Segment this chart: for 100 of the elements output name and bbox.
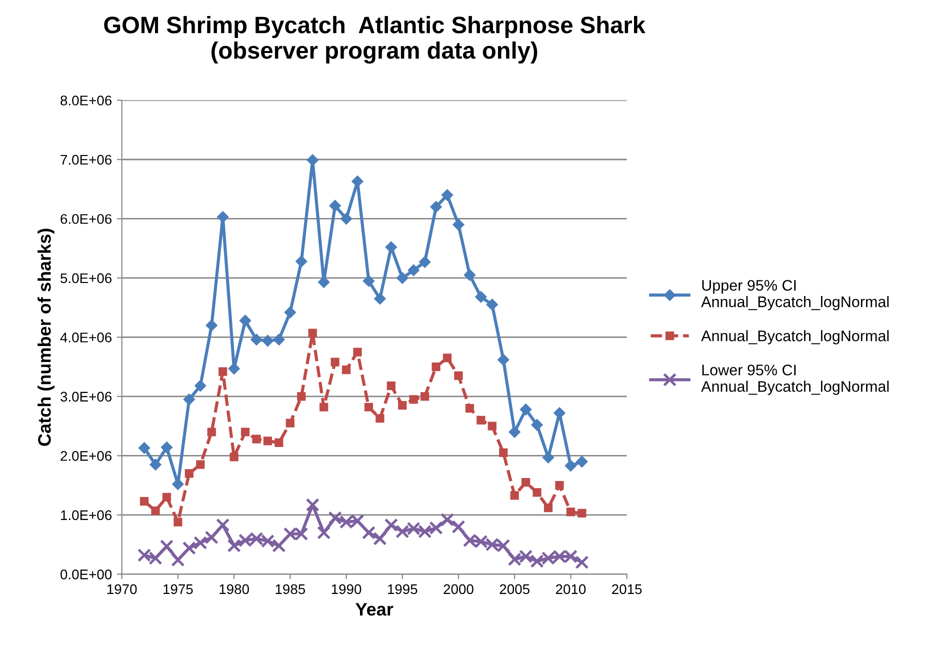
point bbox=[376, 414, 384, 423]
point bbox=[262, 335, 274, 347]
point bbox=[252, 434, 261, 444]
point bbox=[555, 481, 564, 490]
y-tick-label: 4.0E+06 bbox=[60, 332, 112, 342]
legend-label: Upper 95% CI Annual_Bycatch_logNormal bbox=[701, 280, 889, 310]
point bbox=[171, 553, 185, 567]
point bbox=[452, 218, 464, 230]
point bbox=[374, 292, 386, 304]
x-tick-label: 1975 bbox=[164, 584, 193, 594]
point bbox=[340, 212, 352, 224]
point bbox=[306, 498, 320, 512]
chart-title: GOM Shrimp Bycatch Atlantic Sharpnose Shark (observer program data only) bbox=[104, 16, 646, 64]
point bbox=[576, 456, 588, 468]
point bbox=[263, 436, 272, 446]
point bbox=[216, 518, 230, 532]
point bbox=[398, 401, 407, 410]
x-tick-label: 1985 bbox=[276, 584, 306, 594]
point bbox=[520, 404, 532, 416]
point bbox=[274, 438, 284, 447]
point bbox=[194, 380, 206, 392]
point bbox=[228, 362, 240, 374]
point bbox=[204, 530, 218, 544]
point bbox=[308, 328, 317, 338]
point bbox=[230, 452, 238, 462]
y-tick-label: 3.0E+06 bbox=[60, 392, 112, 402]
y-tick-label: 5.0E+06 bbox=[60, 273, 112, 284]
point bbox=[182, 541, 196, 555]
point bbox=[542, 452, 554, 464]
point bbox=[452, 520, 466, 534]
x-tick-label: 1990 bbox=[332, 584, 362, 594]
point bbox=[320, 402, 328, 412]
x-tick-label: 1970 bbox=[107, 584, 137, 594]
point bbox=[386, 381, 396, 390]
point bbox=[362, 275, 374, 287]
point bbox=[162, 492, 172, 502]
point bbox=[151, 506, 160, 516]
point bbox=[454, 371, 463, 380]
point bbox=[488, 422, 496, 430]
point bbox=[284, 306, 296, 318]
point bbox=[250, 334, 262, 346]
legend-label: Lower 95% CI Annual_Bycatch_logNormal bbox=[701, 364, 889, 395]
legend-label: Annual_Bycatch_logNormal bbox=[701, 330, 889, 344]
point bbox=[409, 395, 418, 404]
point bbox=[364, 402, 374, 412]
point bbox=[566, 508, 576, 516]
y-tick-label: 8.0E+06 bbox=[60, 96, 112, 106]
point bbox=[317, 526, 331, 540]
x-axis-title: Year bbox=[356, 603, 394, 616]
point bbox=[432, 362, 440, 372]
point bbox=[396, 272, 408, 284]
point bbox=[150, 458, 162, 470]
point bbox=[183, 394, 195, 406]
point bbox=[499, 448, 508, 458]
y-axis-title: Catch (number of sharks) bbox=[38, 228, 54, 446]
point bbox=[464, 269, 476, 281]
x-tick-label: 1980 bbox=[220, 584, 249, 594]
point bbox=[138, 442, 150, 454]
point bbox=[342, 365, 351, 374]
point bbox=[184, 469, 194, 478]
point bbox=[564, 460, 576, 472]
point bbox=[498, 354, 510, 366]
point bbox=[330, 358, 340, 366]
point bbox=[531, 419, 543, 431]
point bbox=[440, 512, 454, 526]
point bbox=[578, 508, 586, 518]
point bbox=[306, 154, 318, 166]
point bbox=[544, 504, 553, 512]
point bbox=[217, 211, 229, 223]
point bbox=[522, 478, 530, 487]
point bbox=[218, 367, 228, 376]
point bbox=[160, 442, 172, 454]
point bbox=[420, 392, 430, 401]
point bbox=[486, 298, 498, 310]
x-tick-label: 2005 bbox=[500, 584, 530, 594]
y-tick-label: 2.0E+06 bbox=[60, 451, 112, 461]
point bbox=[206, 320, 218, 332]
x-tick-label: 2015 bbox=[612, 584, 642, 594]
x-tick-label: 1995 bbox=[388, 584, 418, 594]
point bbox=[384, 518, 398, 532]
point bbox=[430, 201, 442, 213]
point bbox=[194, 536, 208, 550]
point bbox=[207, 428, 216, 436]
y-tick-label: 0.0E+00 bbox=[60, 570, 112, 580]
point bbox=[575, 556, 589, 570]
point bbox=[353, 348, 362, 356]
point bbox=[196, 460, 205, 469]
point bbox=[329, 200, 341, 212]
point bbox=[373, 532, 387, 546]
point bbox=[160, 540, 174, 554]
point bbox=[475, 291, 487, 303]
x-tick-label: 2010 bbox=[556, 584, 586, 594]
point bbox=[273, 334, 285, 346]
point bbox=[508, 426, 520, 438]
y-tick-label: 6.0E+06 bbox=[60, 214, 112, 224]
point bbox=[510, 491, 519, 500]
point bbox=[532, 488, 542, 497]
point bbox=[465, 404, 474, 413]
point bbox=[174, 518, 182, 526]
point bbox=[297, 392, 306, 401]
